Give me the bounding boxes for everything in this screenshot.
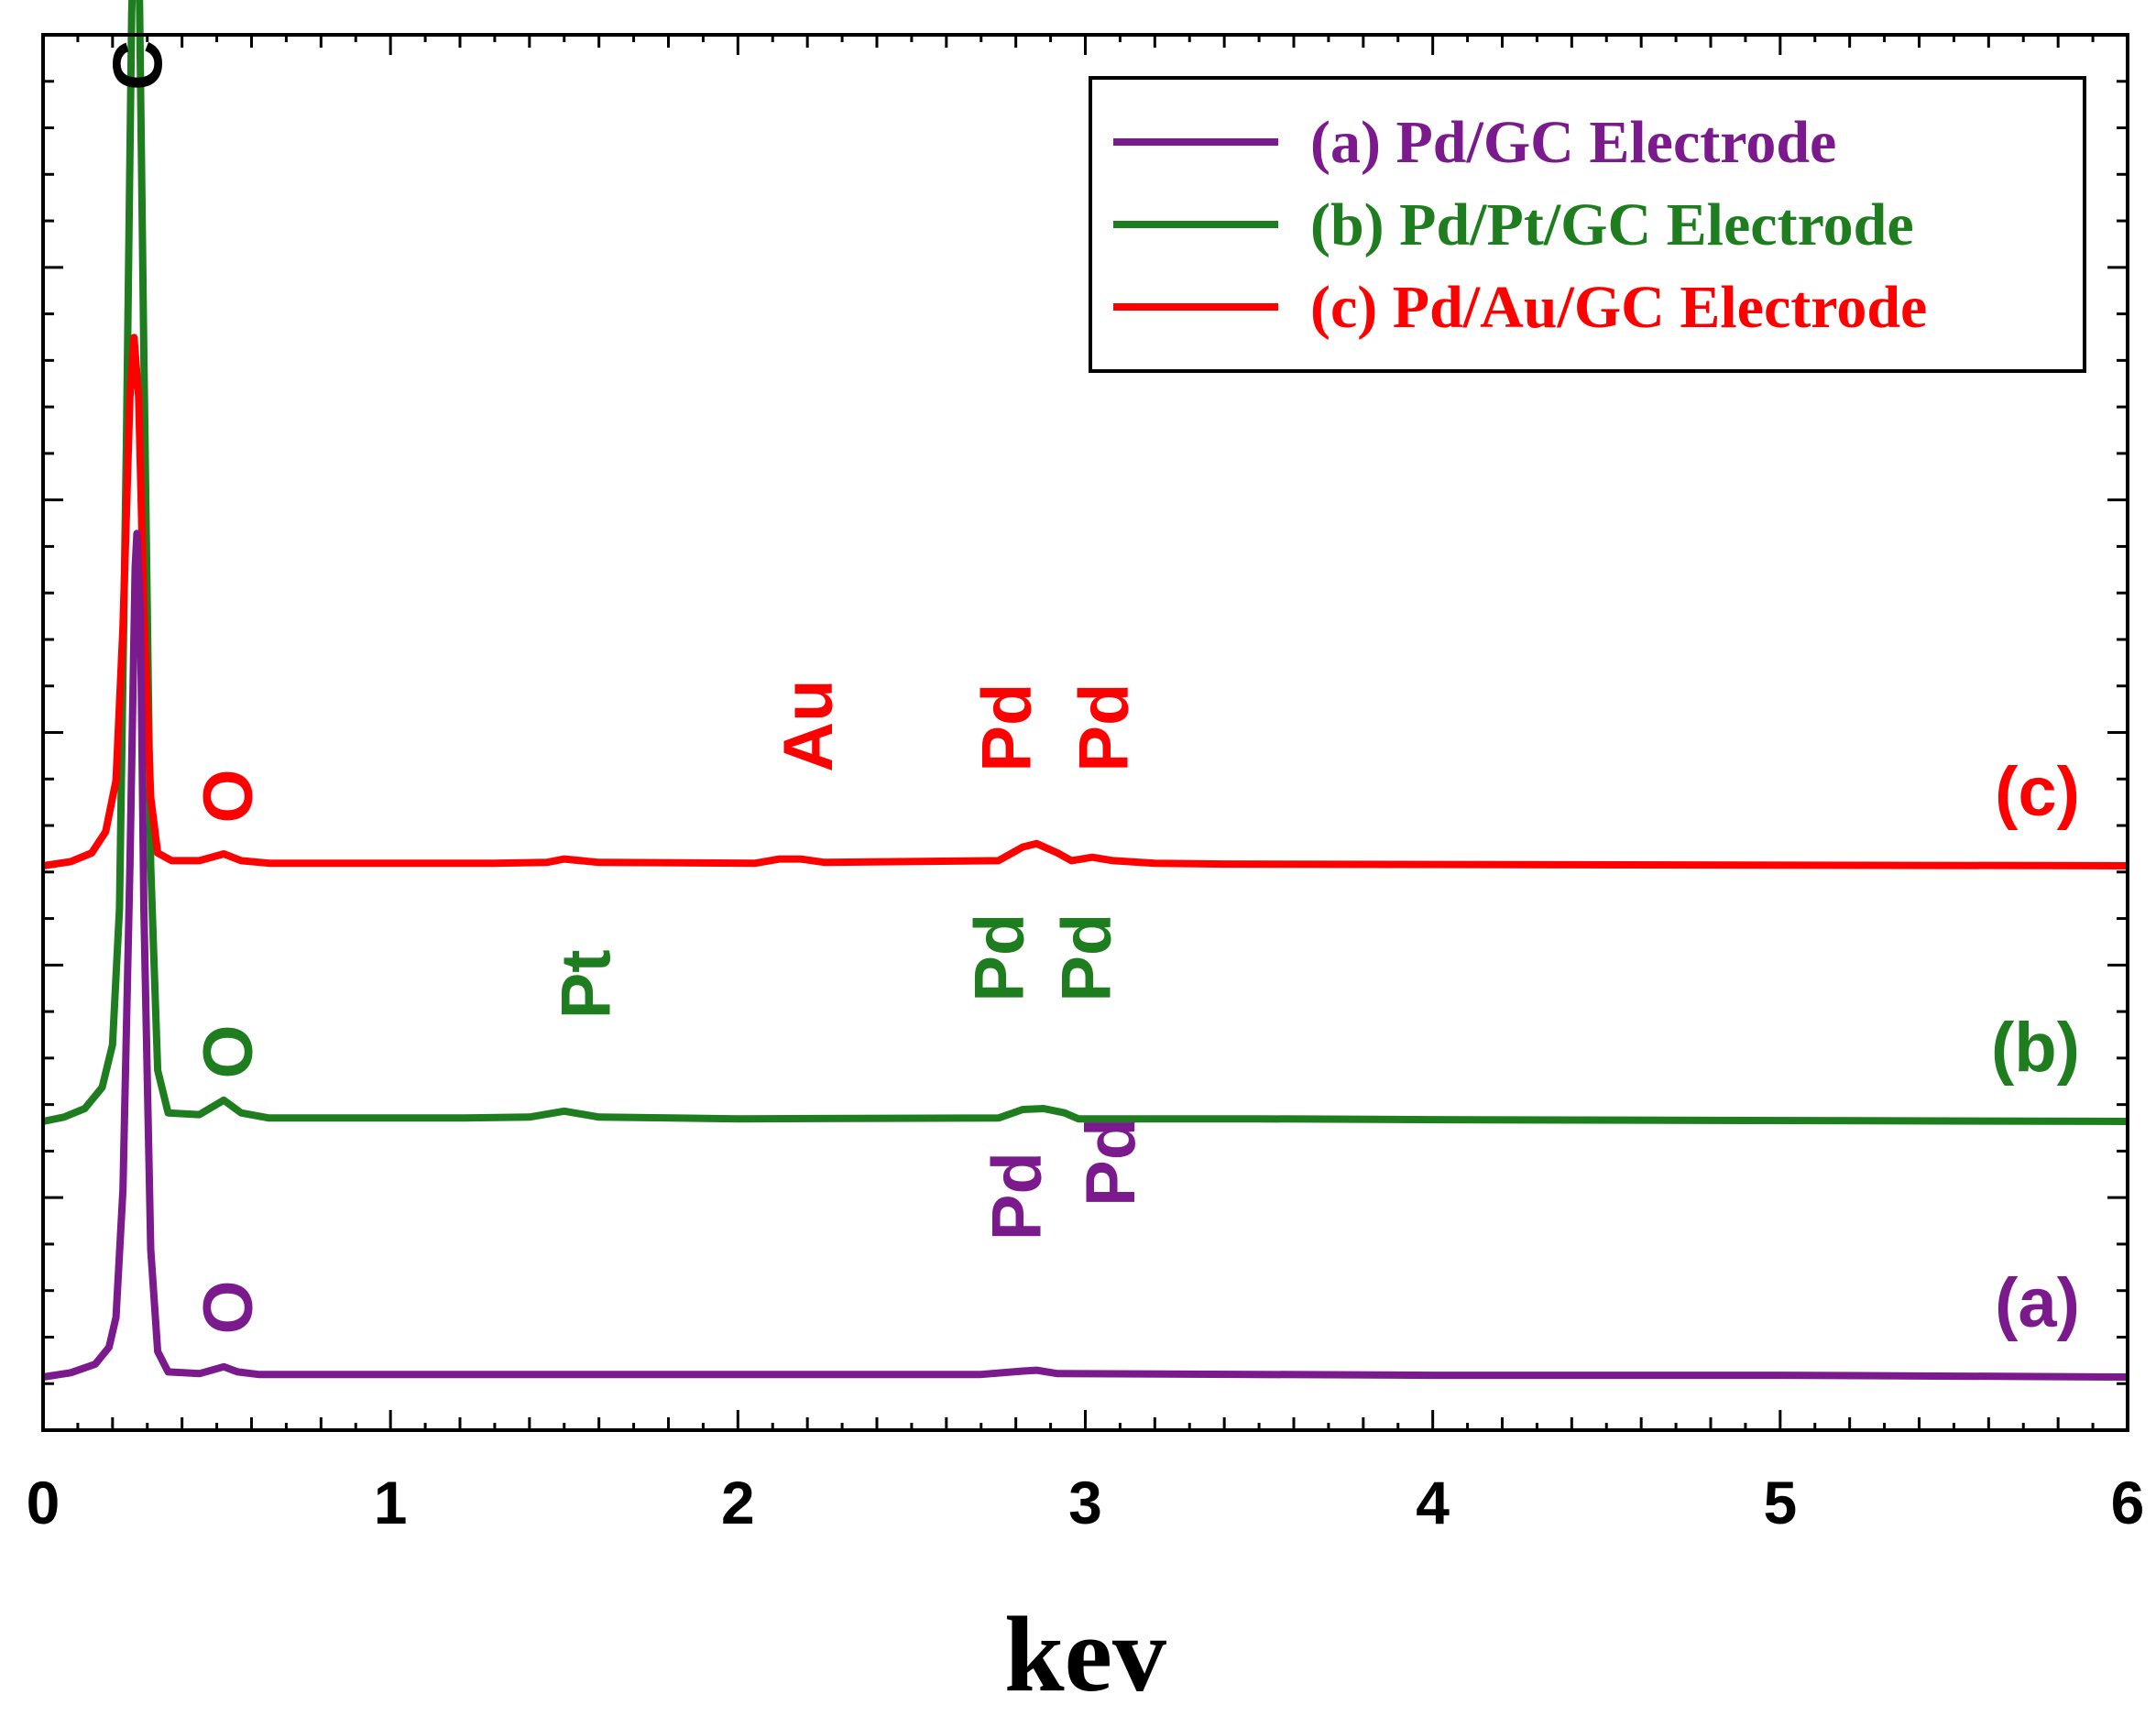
series-line-1 bbox=[42, 530, 2129, 1381]
series-tag-label: (a) bbox=[1995, 1264, 2080, 1342]
peak-label: Pd bbox=[961, 913, 1039, 1002]
x-tick-label: 4 bbox=[1416, 1469, 1450, 1536]
x-tick-label: 3 bbox=[1068, 1469, 1102, 1536]
series-tag-label: (b) bbox=[1991, 1009, 2080, 1087]
series-line-2 bbox=[42, 0, 2129, 1125]
peak-label: O bbox=[190, 769, 268, 823]
x-tick-label: 1 bbox=[374, 1469, 408, 1536]
peak-label: Pt bbox=[548, 949, 626, 1019]
peak-label: Pd bbox=[1066, 683, 1144, 772]
peak-label: C bbox=[99, 40, 177, 91]
peak-label: O bbox=[190, 1280, 268, 1334]
legend-entry-label: (a) Pd/GC Electrode bbox=[1310, 109, 1836, 176]
x-tick-label: 5 bbox=[1763, 1469, 1797, 1536]
peak-label: Pd bbox=[979, 1152, 1056, 1241]
legend-entry-label: (c) Pd/Au/GC Electrode bbox=[1310, 274, 1927, 341]
axis-ticks: 0 1 2 3 4 5 6 bbox=[27, 33, 2145, 1536]
series-layer: (a) (b) (c) bbox=[42, 0, 2129, 1381]
x-tick-label: 0 bbox=[27, 1469, 60, 1536]
peak-label: Au bbox=[770, 679, 848, 771]
x-tick-label: 6 bbox=[2111, 1469, 2145, 1536]
peak-label: Pd bbox=[1072, 1118, 1150, 1207]
series-line-3 bbox=[42, 333, 2129, 869]
x-tick-label: 2 bbox=[721, 1469, 755, 1536]
peak-label: Pd bbox=[1048, 913, 1126, 1002]
series-tag-label: (c) bbox=[1995, 753, 2080, 831]
peak-label: Pd bbox=[968, 683, 1045, 772]
x-axis-title: kev bbox=[1004, 1594, 1166, 1714]
legend: (a) Pd/GC Electrode (b) Pd/Pt/GC Electrod… bbox=[1089, 76, 2086, 373]
peak-label: O bbox=[190, 1024, 268, 1078]
legend-entry-label: (b) Pd/Pt/GC Electrode bbox=[1310, 191, 1914, 258]
